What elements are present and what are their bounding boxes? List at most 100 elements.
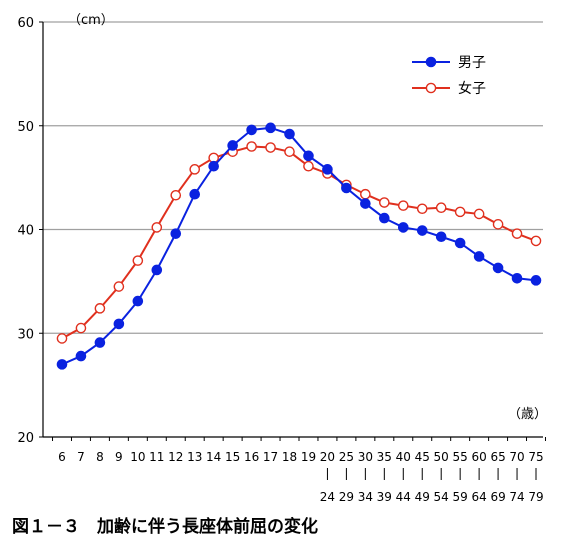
- data-point: [151, 222, 163, 233]
- x-tick-label-end: 69: [490, 490, 505, 504]
- legend-marker: [425, 56, 437, 68]
- data-point: [511, 272, 523, 284]
- x-tick-labels: 6 7 8 9 10 11 12 13 14 15 16 17 18 19 20 24 25 29 30 34 35 39…: [58, 450, 543, 504]
- data-point: [113, 281, 125, 292]
- x-tick-label-end: 24: [320, 490, 335, 504]
- x-tick-label: 18: [282, 450, 297, 464]
- data-point: [322, 164, 333, 175]
- x-tick-label: 65: [490, 450, 505, 464]
- data-point: [94, 337, 106, 348]
- data-point: [284, 128, 295, 140]
- x-tick-label: 40: [396, 450, 411, 464]
- x-tick-label-end: 54: [434, 490, 449, 504]
- x-tick-label-end: 49: [415, 490, 430, 504]
- series-girls: [56, 141, 542, 344]
- x-tick-label: 70: [509, 450, 524, 464]
- data-point: [379, 197, 390, 208]
- data-point: [189, 188, 201, 200]
- figure-caption: 図１－３ 加齢に伴う長座体前屈の変化: [12, 517, 318, 537]
- x-tick-label-end: 64: [471, 490, 486, 504]
- x-tick-label-end: 34: [358, 490, 373, 504]
- data-point: [246, 124, 257, 136]
- legend-item: 男子: [412, 55, 486, 71]
- x-tick-label: 10: [130, 450, 145, 464]
- data-point: [227, 140, 238, 151]
- x-tick-label-end: 29: [339, 490, 354, 504]
- x-tick-label: 13: [187, 450, 202, 464]
- data-point: [56, 359, 68, 370]
- data-point: [265, 122, 276, 134]
- data-point: [473, 208, 485, 220]
- data-point: [265, 142, 276, 153]
- y-tick-label: 60: [17, 16, 34, 31]
- legend-marker: [425, 82, 437, 94]
- y-tick-label: 50: [17, 120, 34, 135]
- x-tick-label-end: 79: [528, 490, 543, 504]
- x-tick-label: 17: [263, 450, 278, 464]
- data-point: [379, 212, 390, 224]
- x-tick-label: 35: [377, 450, 392, 464]
- data-point: [303, 150, 314, 162]
- x-tick-label: 55: [453, 450, 468, 464]
- y-tick-label: 30: [17, 327, 34, 342]
- data-point: [246, 141, 257, 152]
- line-chart: 20 30 40 50 60 6 7 8 9 10 11 12 13 14 15 16 17 18 19 20 24 2…: [17, 13, 547, 504]
- data-point: [492, 219, 504, 230]
- data-point: [435, 231, 447, 243]
- y-tick-label: 40: [17, 224, 34, 239]
- data-point: [132, 295, 144, 307]
- x-tick-label: 8: [96, 450, 104, 464]
- x-tick-label-end: 39: [377, 490, 392, 504]
- legend-label: 男子: [458, 55, 486, 71]
- y-axis-unit: （cm）: [68, 13, 114, 28]
- data-point: [454, 237, 466, 249]
- data-point: [189, 164, 201, 175]
- x-tick-label: 7: [77, 450, 85, 464]
- y-tick-label: 20: [17, 431, 34, 446]
- x-tick-label-end: 59: [453, 490, 468, 504]
- data-point: [151, 264, 163, 276]
- x-tick-label: 15: [225, 450, 240, 464]
- data-point: [75, 322, 87, 334]
- x-axis-unit: （歳）: [508, 407, 547, 422]
- legend-item: 女子: [412, 80, 486, 97]
- x-tick-label: 20: [320, 450, 335, 464]
- x-tick-label-end: 74: [509, 490, 524, 504]
- data-point: [530, 235, 542, 247]
- data-point: [473, 251, 485, 262]
- data-point: [303, 160, 314, 172]
- x-tick-label: 12: [168, 450, 183, 464]
- data-point: [416, 225, 428, 236]
- data-point: [397, 200, 409, 211]
- x-tick-label: 30: [358, 450, 373, 464]
- x-tick-label: 16: [244, 450, 259, 464]
- data-point: [360, 198, 371, 209]
- data-point: [511, 228, 523, 239]
- data-point: [360, 188, 371, 200]
- series-lines: [56, 122, 542, 370]
- data-point: [492, 262, 504, 274]
- data-point: [341, 182, 352, 194]
- series-line: [61, 126, 537, 366]
- data-point: [94, 303, 106, 314]
- x-tick-label: 45: [415, 450, 430, 464]
- data-point: [132, 255, 144, 266]
- x-tick-label: 25: [339, 450, 354, 464]
- x-tick-label: 6: [58, 450, 66, 464]
- series-boys: [56, 122, 542, 370]
- data-point: [454, 206, 466, 218]
- legend-label: 女子: [458, 80, 486, 97]
- x-tick-label: 50: [434, 450, 449, 464]
- data-point: [397, 222, 409, 233]
- data-point: [56, 333, 68, 344]
- x-tick-label: 11: [149, 450, 164, 464]
- x-tick-label: 9: [115, 450, 123, 464]
- axes: [39, 21, 546, 441]
- grid-lines: [43, 21, 543, 334]
- data-point: [113, 318, 125, 330]
- y-tick-labels: 20 30 40 50 60: [17, 16, 34, 446]
- x-tick-label: 60: [471, 450, 486, 464]
- x-tick-label: 19: [301, 450, 316, 464]
- data-point: [416, 203, 428, 215]
